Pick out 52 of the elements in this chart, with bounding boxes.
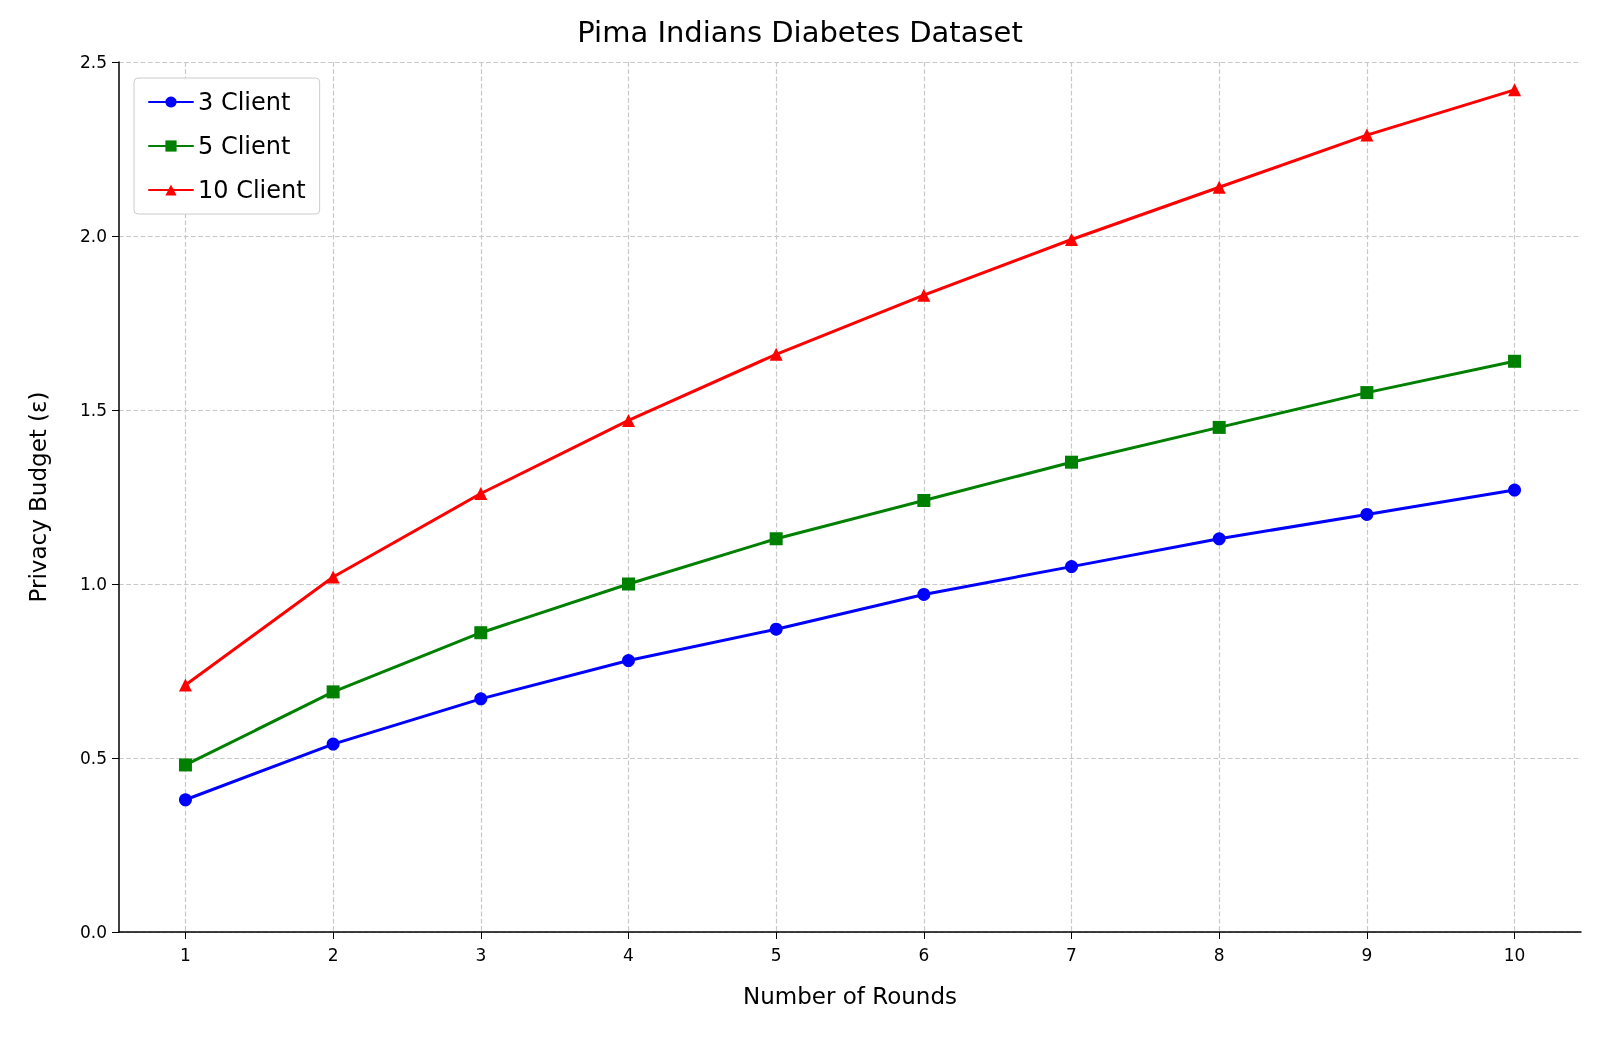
legend-label: 3 Client [198, 88, 291, 116]
legend-label: 10 Client [198, 176, 306, 204]
y-tick-label: 2.0 [79, 226, 107, 246]
y-tick-label: 0.5 [79, 748, 107, 768]
legend-label: 5 Client [198, 132, 291, 160]
x-tick-label: 1 [180, 944, 191, 965]
point [1360, 128, 1374, 142]
x-tick-label: 7 [1066, 944, 1077, 965]
point [1065, 455, 1079, 469]
point [917, 493, 931, 507]
point [178, 758, 192, 772]
point [326, 685, 340, 699]
point [1360, 507, 1374, 521]
x-tick-label: 4 [623, 944, 634, 965]
point [622, 654, 635, 668]
point [474, 626, 488, 640]
point [1212, 532, 1226, 546]
point [178, 678, 192, 692]
point [1212, 180, 1226, 194]
point [474, 487, 488, 501]
x-tick-label: 8 [1213, 944, 1225, 965]
x-tick-label: 5 [770, 944, 782, 965]
x-axis-title: Number of Rounds [743, 982, 957, 1009]
point [1360, 386, 1374, 400]
point [621, 413, 635, 427]
point [769, 532, 783, 546]
x-tick-label: 2 [327, 944, 339, 965]
chart-title: Pima Indians Diabetes Dataset [577, 14, 1023, 49]
point [326, 570, 340, 584]
x-tick-label: 9 [1361, 944, 1373, 965]
point [1508, 483, 1522, 497]
x-tick-label: 3 [475, 944, 487, 965]
point [917, 288, 931, 302]
point [769, 347, 783, 361]
point [1065, 232, 1079, 246]
y-tick-label: 2.5 [79, 52, 107, 72]
y-tick-label: 1.5 [79, 400, 107, 420]
point [1212, 420, 1226, 434]
point [917, 587, 931, 601]
y-tick-label: 0.0 [79, 922, 107, 942]
x-tick-label: 10 [1503, 944, 1526, 965]
y-tick-label: 1.0 [79, 574, 107, 594]
point [769, 622, 783, 636]
point [621, 577, 635, 591]
point [178, 793, 192, 807]
point [326, 737, 340, 751]
x-tick-label: 6 [918, 944, 930, 965]
point [474, 692, 488, 706]
point [1065, 560, 1079, 574]
point [1508, 354, 1522, 368]
y-axis-title: Privacy Budget (ε) [24, 391, 51, 603]
point [1508, 83, 1522, 97]
